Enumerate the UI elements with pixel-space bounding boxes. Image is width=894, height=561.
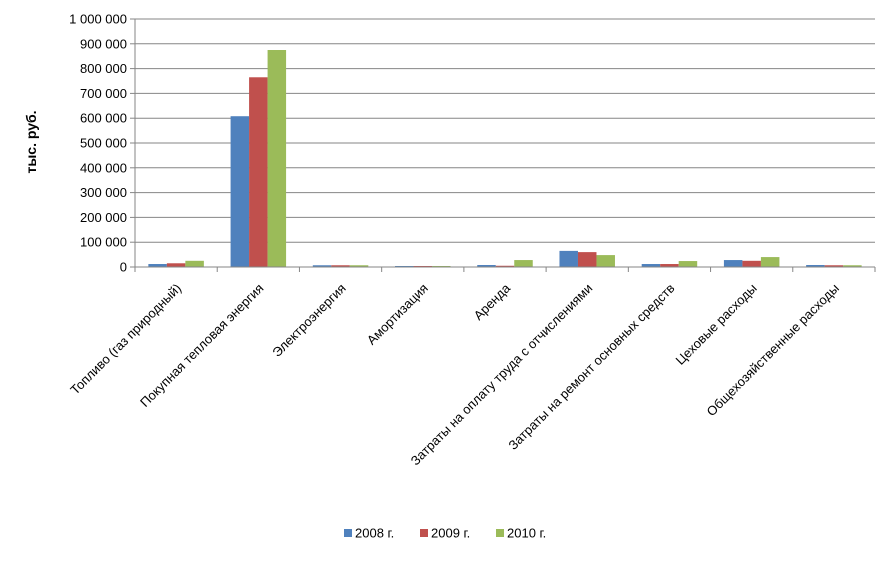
bar — [349, 265, 369, 267]
bar — [824, 265, 844, 267]
legend-swatch — [420, 529, 428, 537]
y-tick-label: 0 — [120, 260, 127, 275]
bar — [843, 265, 862, 267]
bar — [249, 77, 268, 267]
y-tick-label: 700 000 — [80, 86, 127, 101]
legend-item: 2009 г. — [420, 526, 470, 541]
category-label: Аренда — [471, 280, 514, 323]
bar — [742, 260, 761, 267]
bar — [596, 255, 615, 267]
bar — [312, 265, 332, 267]
y-tick-label: 1 000 000 — [69, 12, 127, 27]
legend-swatch — [344, 529, 352, 537]
bar — [495, 265, 515, 267]
legend: 2008 г. 2009 г. 2010 г. — [344, 526, 546, 541]
y-tick-label: 600 000 — [80, 111, 127, 126]
bar — [559, 250, 578, 267]
bar — [806, 265, 825, 267]
legend-label: 2008 г. — [355, 526, 394, 541]
bar — [230, 116, 250, 267]
category-label: Амортизация — [364, 281, 431, 348]
category-label: Цеховые расходы — [673, 281, 760, 368]
bar — [514, 260, 533, 267]
bar — [477, 265, 496, 267]
y-tick-label: 900 000 — [80, 36, 127, 51]
y-tick-label: 300 000 — [80, 185, 127, 200]
bar — [723, 260, 743, 267]
bar — [267, 50, 287, 267]
y-tick-label: 100 000 — [80, 235, 127, 250]
category-label: Общехозяйственные расходы — [703, 281, 842, 420]
y-axis-label: тыс. руб. — [23, 110, 39, 173]
category-label: Электроэнергия — [269, 281, 348, 360]
bar — [148, 264, 167, 267]
y-tick-label: 500 000 — [80, 136, 127, 151]
y-tick-label: 400 000 — [80, 160, 127, 175]
legend-label: 2009 г. — [431, 526, 470, 541]
category-label: Затраты на оплату труда с отчислениями — [408, 281, 596, 469]
legend-item: 2008 г. — [344, 526, 394, 541]
bar — [641, 264, 661, 267]
bar — [185, 260, 204, 267]
legend-item: 2010 г. — [496, 526, 546, 541]
y-tick-label: 200 000 — [80, 210, 127, 225]
bar — [678, 261, 698, 267]
bars — [148, 50, 862, 267]
legend-label: 2010 г. — [507, 526, 546, 541]
bar — [166, 263, 186, 267]
bar — [331, 265, 350, 267]
y-tick-label: 800 000 — [80, 61, 127, 76]
legend-swatch — [496, 529, 504, 537]
bar — [577, 252, 597, 267]
category-labels: Топливо (газ природный)Покупная тепловая… — [67, 280, 842, 468]
x-axis-ticks — [134, 267, 876, 272]
bar — [660, 264, 679, 267]
bar — [760, 257, 780, 267]
category-label: Затраты на ремонт основных средств — [505, 280, 677, 452]
y-axis-ticks: 0 100 000 200 000 300 000 400 000 500 000 600 … — [69, 12, 135, 275]
